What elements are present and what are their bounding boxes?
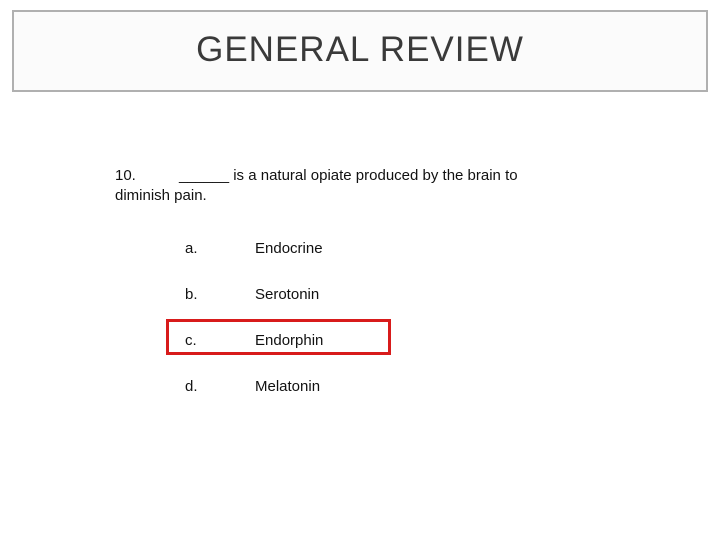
- slide-container: GENERAL REVIEW 10.______ is a natural op…: [0, 0, 720, 540]
- option-label: a.: [185, 240, 255, 257]
- option-text: Melatonin: [255, 378, 320, 395]
- option-label: c.: [185, 332, 255, 349]
- option-label: d.: [185, 378, 255, 395]
- option-row: c. Endorphin: [185, 317, 323, 363]
- option-row: a. Endocrine: [185, 225, 323, 271]
- question-text: 10.______ is a natural opiate produced b…: [115, 166, 615, 207]
- option-row: d. Melatonin: [185, 363, 323, 409]
- option-text: Endorphin: [255, 332, 323, 349]
- question-line1: ______ is a natural opiate produced by t…: [179, 167, 518, 184]
- slide-title: GENERAL REVIEW: [14, 30, 706, 70]
- options-list: a. Endocrine b. Serotonin c. Endorphin d…: [185, 225, 323, 409]
- question-line2: diminish pain.: [115, 187, 207, 204]
- question-block: 10.______ is a natural opiate produced b…: [115, 166, 615, 207]
- option-row: b. Serotonin: [185, 271, 323, 317]
- option-text: Serotonin: [255, 286, 319, 303]
- option-label: b.: [185, 286, 255, 303]
- question-number: 10.: [115, 166, 179, 186]
- option-text: Endocrine: [255, 240, 323, 257]
- title-box: GENERAL REVIEW: [12, 10, 708, 92]
